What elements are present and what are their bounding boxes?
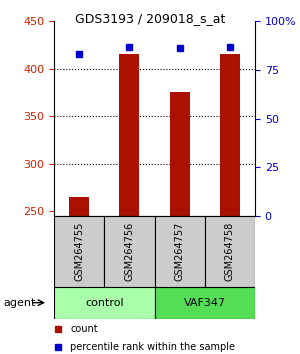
Bar — [220, 55, 240, 216]
Text: percentile rank within the sample: percentile rank within the sample — [70, 342, 235, 352]
FancyBboxPatch shape — [54, 216, 104, 287]
Text: GSM264757: GSM264757 — [175, 222, 184, 281]
FancyBboxPatch shape — [205, 216, 255, 287]
Text: GSM264755: GSM264755 — [74, 222, 84, 281]
Bar — [69, 197, 89, 216]
Text: count: count — [70, 324, 98, 334]
FancyBboxPatch shape — [54, 287, 154, 319]
FancyBboxPatch shape — [154, 287, 255, 319]
Text: GSM264756: GSM264756 — [124, 222, 134, 281]
Text: GDS3193 / 209018_s_at: GDS3193 / 209018_s_at — [75, 12, 225, 25]
Text: VAF347: VAF347 — [184, 298, 226, 308]
Text: agent: agent — [3, 298, 35, 308]
Bar — [169, 92, 190, 216]
Text: GSM264758: GSM264758 — [225, 222, 235, 281]
FancyBboxPatch shape — [154, 216, 205, 287]
FancyBboxPatch shape — [104, 216, 154, 287]
Text: control: control — [85, 298, 124, 308]
Bar — [119, 55, 140, 216]
